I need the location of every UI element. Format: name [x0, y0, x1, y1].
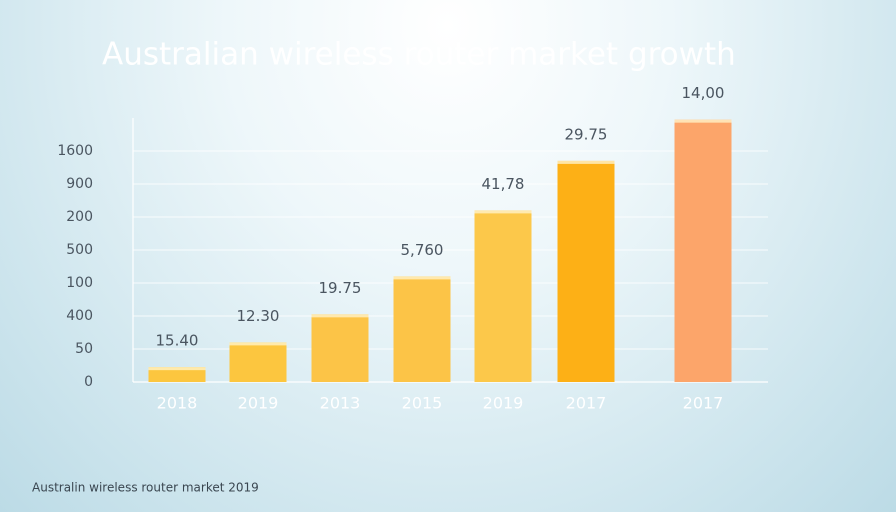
bar-annotation: 29.75: [565, 125, 608, 143]
bar-highlight: [148, 367, 206, 371]
y-tick-label: 900: [66, 176, 93, 192]
bar-annotation: 19.75: [319, 279, 362, 297]
y-tick-label: 200: [66, 209, 93, 225]
y-tick-label: 100: [66, 275, 93, 291]
x-tick-label: 2013: [320, 394, 361, 413]
y-tick-label: 50: [75, 341, 93, 357]
bar-highlight: [557, 160, 615, 164]
bar: [474, 210, 532, 382]
bar-highlight: [311, 314, 369, 318]
plot-area: 0 50 400 100 500 200 900 1600 2018 15.40 2019 12.30…: [57, 84, 768, 413]
bar-highlight: [674, 119, 732, 123]
bar-annotation: 12.30: [237, 307, 280, 325]
x-tick-label: 2019: [483, 394, 524, 413]
bar: [393, 276, 451, 382]
bar-highlight: [474, 210, 532, 214]
bar: [148, 367, 206, 382]
x-tick-label: 2019: [238, 394, 279, 413]
chart-title: Australian wireless router market growth: [102, 37, 736, 73]
bar-annotation: 14,00: [682, 84, 725, 102]
bar-highlight: [393, 276, 451, 280]
bar: [674, 119, 732, 383]
y-tick-label: 0: [84, 374, 93, 390]
x-tick-label: 2017: [683, 394, 724, 413]
x-tick-label: 2017: [566, 394, 607, 413]
footnote: Australin wireless router market 2019: [32, 481, 259, 495]
bar-annotation: 5,760: [401, 241, 444, 259]
y-tick-label: 500: [66, 242, 93, 258]
bar: [557, 160, 615, 382]
bar: [311, 314, 369, 382]
y-tick-label: 400: [66, 308, 93, 324]
bar: [229, 342, 287, 382]
x-tick-label: 2015: [402, 394, 443, 413]
y-tick-label: 1600: [57, 143, 93, 159]
x-tick-label: 2018: [157, 394, 198, 413]
bar-annotation: 41,78: [482, 175, 525, 193]
bar-annotation: 15.40: [156, 332, 199, 350]
bar-highlight: [229, 342, 287, 346]
